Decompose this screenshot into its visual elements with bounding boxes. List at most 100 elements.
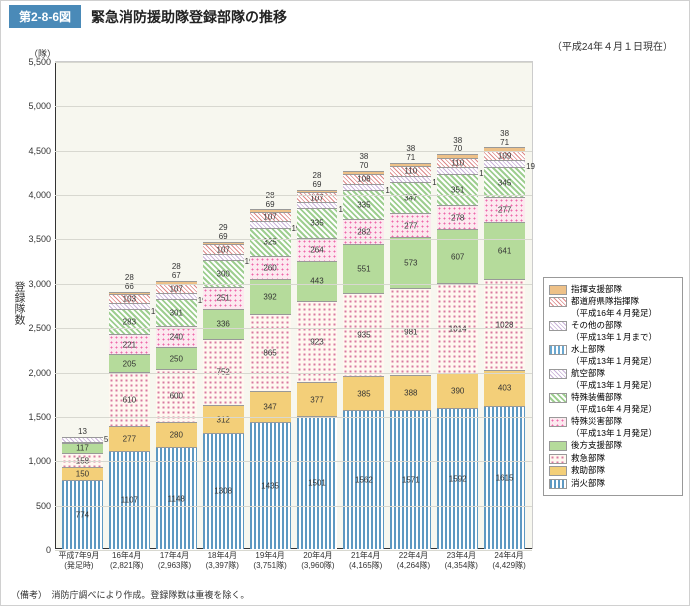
bar-segment-shoka: 1615	[484, 406, 525, 549]
segment-value: 260	[263, 264, 276, 273]
y-tick-label: 3,500	[28, 234, 55, 244]
segment-value: 335	[357, 201, 370, 210]
figure-container: 第2-8-6図 緊急消防援助隊登録部隊の推移 （平成24年４月１日現在） （隊）…	[0, 0, 690, 606]
y-tick-label: 1,000	[28, 456, 55, 466]
segment-value: 1562	[355, 476, 373, 485]
bar-segment-koku	[484, 160, 525, 166]
gridline	[55, 195, 532, 196]
segment-value: 610	[123, 395, 136, 404]
bar-segment-shiki	[343, 171, 384, 174]
bar-segment-tokusou: 301	[156, 299, 197, 326]
legend-item-kyukyu: 救急部隊	[549, 453, 677, 464]
x-tick-label: 16年4月(2,821隊)	[103, 551, 151, 570]
bar-segment-tokusou: 345	[484, 167, 525, 198]
bar-segment-kouhoushien: 250	[156, 347, 197, 369]
bar-segment-kouhoushien: 443	[297, 261, 338, 300]
segment-value: 278	[451, 213, 464, 222]
segment-value: 108	[357, 175, 370, 184]
bar-segment-kouhoushien: 607	[437, 229, 478, 283]
bar-segment-kyukyu: 158	[62, 453, 103, 467]
y-tick-label: 2,000	[28, 368, 55, 378]
legend-swatch	[549, 321, 567, 331]
top-values: 3870	[359, 153, 368, 171]
segment-value: 377	[310, 395, 323, 404]
y-tick-label: 5,500	[28, 57, 55, 67]
segment-value: 345	[498, 178, 511, 187]
bar-segment-shikihq: 107	[203, 244, 244, 253]
bar-segment-shiki	[297, 190, 338, 192]
bar-segment-shoka: 774	[62, 480, 103, 549]
x-tick-label: 19年4月(3,751隊)	[246, 551, 294, 570]
segment-value: 390	[451, 386, 464, 395]
bar-segment-tokusai: 282	[343, 219, 384, 244]
y-tick-label: 3,000	[28, 279, 55, 289]
bar-segment-sonota: 55	[62, 437, 103, 442]
bar-segment-koku	[203, 254, 244, 260]
bar-column: 16154031028641277345109387119	[484, 147, 525, 549]
bar-segment-suijo	[62, 442, 103, 443]
segment-value: 301	[170, 308, 183, 317]
segment-value: 392	[263, 293, 276, 302]
bar-segment-shikihq: 108	[343, 174, 384, 184]
legend-swatch	[549, 479, 567, 489]
bar-segment-shoka: 1308	[203, 433, 244, 549]
legend-label: 消火部隊	[571, 478, 605, 489]
x-tick-label: 21年4月(4,165隊)	[342, 551, 390, 570]
legend-item-sonota: その他の部隊（平成13年１月まで）	[549, 320, 677, 343]
top-values: 13	[78, 428, 87, 437]
gridline	[55, 62, 532, 63]
legend-label: 特殊災害部隊（平成13年１月発足）	[571, 416, 657, 439]
bar-segment-shikihq: 107	[297, 192, 338, 201]
legend-item-tokusai: 特殊災害部隊（平成13年１月発足）	[549, 416, 677, 439]
figure-header: 第2-8-6図 緊急消防援助隊登録部隊の推移	[1, 1, 689, 32]
stacked-bar-chart: 774 150 1581175513 110727761020522128310328…	[55, 61, 533, 549]
figure-number: 第2-8-6図	[9, 5, 81, 28]
segment-value: 573	[404, 259, 417, 268]
gridline	[55, 284, 532, 285]
bar-column: 1107277610205221283103286619	[109, 292, 150, 549]
bar-segment-tokusai: 260	[250, 256, 291, 279]
bar-column: 1435347865392260325107286919	[250, 209, 291, 549]
bar-segment-shikihq: 103	[109, 294, 150, 303]
bar-segment-shiki	[203, 242, 244, 245]
bar-segment-kouhoushien: 117	[62, 443, 103, 453]
bar-segment-shoka: 1571	[390, 410, 431, 549]
bar-segment-kyujo: 150	[62, 467, 103, 480]
figure-footnote: （備考） 消防庁調べにより作成。登録隊数は重複を除く。	[11, 588, 249, 601]
segment-value: 107	[263, 213, 276, 222]
bar-segment-shikihq: 109	[484, 151, 525, 161]
legend-item-shikihq: 都道府県隊指揮隊（平成16年４月発足）	[549, 296, 677, 319]
bar-segment-kyukyu: 923	[297, 301, 338, 383]
bar-segment-shikihq: 107	[156, 284, 197, 293]
x-tick-label: 20年4月(3,960隊)	[294, 551, 342, 570]
segment-value: 240	[170, 332, 183, 341]
top-values: 2869	[313, 172, 322, 190]
segment-value: 385	[357, 389, 370, 398]
segment-value: 110	[404, 167, 417, 176]
legend-item-koku: 航空部隊（平成13年１月発足）	[549, 368, 677, 391]
legend-swatch	[549, 345, 567, 355]
chart-legend: 指揮支援部隊都道府県隊指揮隊（平成16年４月発足）その他の部隊（平成13年１月ま…	[543, 277, 683, 496]
segment-value: 150	[76, 470, 89, 479]
legend-swatch	[549, 417, 567, 427]
legend-item-kyujo: 救助部隊	[549, 465, 677, 476]
segment-value: 774	[76, 511, 89, 520]
y-tick-label: 2,500	[28, 323, 55, 333]
segment-value: 935	[357, 331, 370, 340]
legend-item-kouhoushien: 後方支援部隊	[549, 440, 677, 451]
bar-segment-shoka: 1501	[297, 416, 338, 549]
gridline	[55, 151, 532, 152]
legend-label: 都道府県隊指揮隊（平成16年４月発足）	[571, 296, 657, 319]
gridline	[55, 417, 532, 418]
segment-value: 403	[498, 384, 511, 393]
legend-item-tokusou: 特殊装備部隊（平成16年４月発足）	[549, 392, 677, 415]
gridline	[55, 239, 532, 240]
segment-value: 388	[404, 388, 417, 397]
legend-swatch	[549, 466, 567, 476]
side-value-19: 19	[525, 162, 535, 171]
segment-value: 1435	[261, 481, 279, 490]
bar-segment-kyujo: 385	[343, 376, 384, 410]
bar-segment-kyukyu: 610	[109, 372, 150, 426]
segment-value: 1148	[168, 494, 185, 503]
segment-value: 107	[170, 284, 183, 293]
